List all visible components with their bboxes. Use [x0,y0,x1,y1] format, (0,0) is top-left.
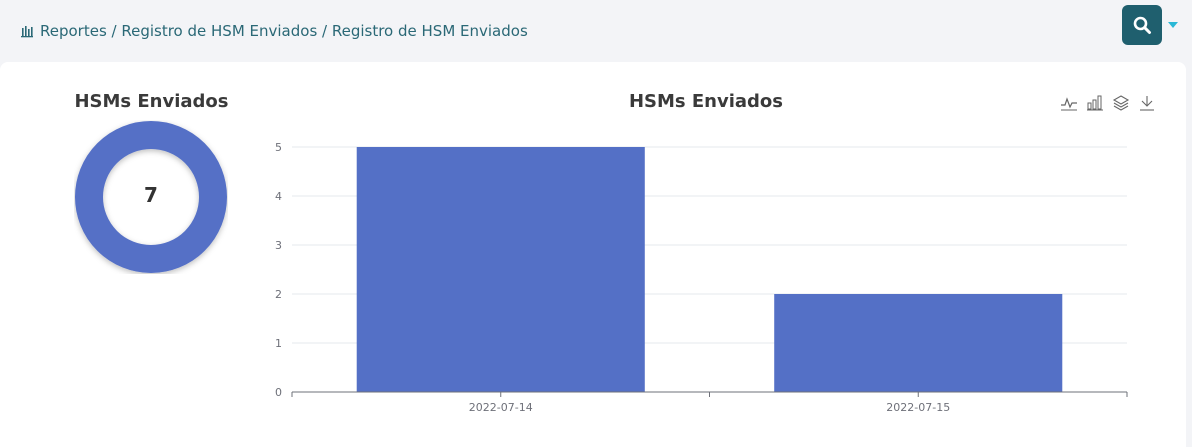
top-bar: Reportes / Registro de HSM Enviados / Re… [0,0,1192,62]
search-dropdown-caret[interactable] [1168,22,1178,28]
search-button[interactable] [1122,5,1162,45]
breadcrumb: Reportes / Registro de HSM Enviados / Re… [20,22,528,40]
search-control [1122,5,1178,45]
stack-icon[interactable] [1112,94,1130,112]
breadcrumb-text[interactable]: Reportes / Registro de HSM Enviados / Re… [40,22,528,40]
chart-toolbox [1060,94,1156,112]
donut-total-value: 7 [144,183,158,207]
donut-title: HSMs Enviados [74,91,229,112]
donut-ring [75,121,227,273]
bar-chart-icon[interactable] [1086,94,1104,112]
chart-title: HSMs Enviados [628,91,784,112]
download-icon[interactable] [1138,94,1156,112]
line-chart-icon[interactable] [1060,94,1078,112]
bar-chart-icon [21,26,33,38]
search-icon [1133,16,1151,34]
donut-chart [75,121,227,273]
report-card: HSMs Enviados 7 HSMs Enviados [0,62,1186,447]
